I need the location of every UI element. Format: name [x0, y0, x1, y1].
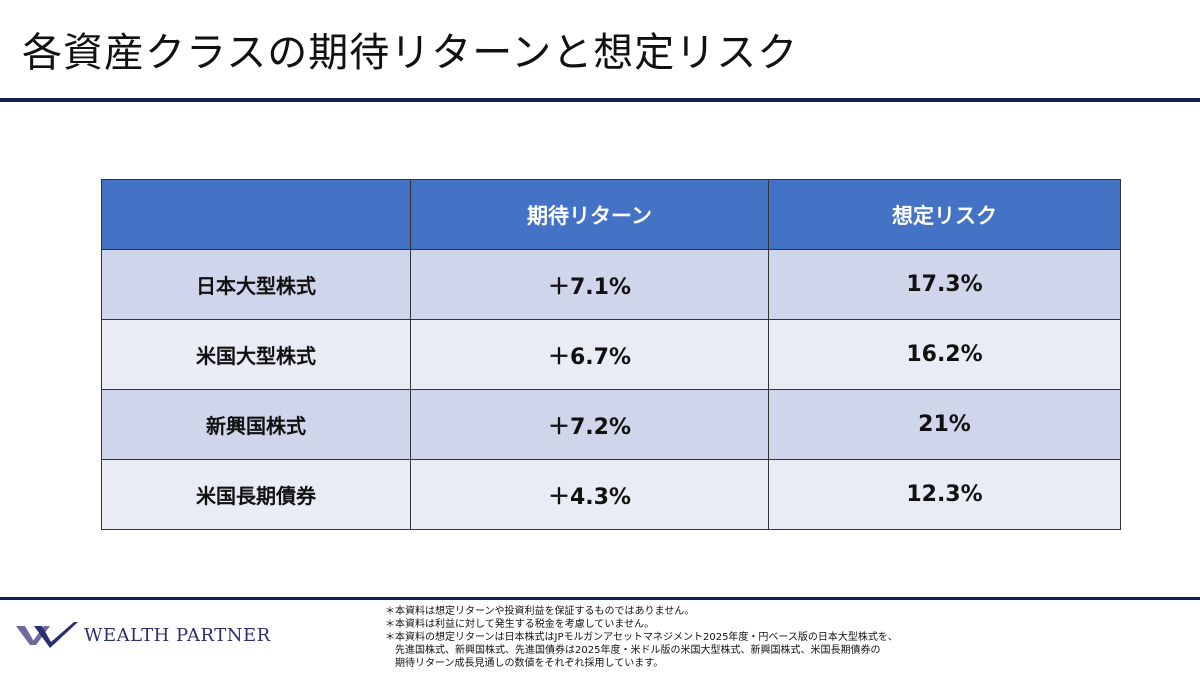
disclaimer-notes: ＊本資料は想定リターンや投資利益を保証するものではありません。 ＊本資料は利益に… [385, 605, 898, 670]
logo-w-icon [16, 622, 78, 648]
asset-table: 期待リターン 想定リスク 日本大型株式 ＋7.1% 17.3% 米国大型株式 ＋… [101, 179, 1121, 530]
note: ＊本資料は想定リターンや投資利益を保証するものではありません。 [385, 606, 695, 617]
expected-return: ＋7.1% [410, 249, 769, 320]
header-risk: 想定リスク [768, 179, 1121, 250]
note: 先進国株式、新興国株式、先進国債券は2025年度・米ドル版の米国大型株式、新興国… [395, 645, 881, 656]
note: ＊本資料の想定リターンは日本株式はJPモルガンアセットマネジメント2025年度・… [385, 632, 898, 643]
asset-name: 新興国株式 [101, 389, 411, 460]
page-title: 各資産クラスの期待リターンと想定リスク [22, 30, 799, 76]
note: ＊本資料は利益に対して発生する税金を考慮していません。 [385, 619, 655, 630]
header-return: 期待リターン [410, 179, 769, 250]
table-row: 米国大型株式 ＋6.7% 16.2% [101, 319, 1121, 390]
table-row: 日本大型株式 ＋7.1% 17.3% [101, 249, 1121, 320]
footer-divider [0, 597, 1200, 600]
note: 期待リターン成長見通しの数値をそれぞれ採用しています。 [395, 658, 664, 669]
table-row: 新興国株式 ＋7.2% 21% [101, 389, 1121, 460]
asset-name: 米国長期債券 [101, 459, 411, 530]
expected-risk: 21% [768, 389, 1121, 460]
expected-risk: 16.2% [768, 319, 1121, 390]
expected-return: ＋4.3% [410, 459, 769, 530]
table-row: 米国長期債券 ＋4.3% 12.3% [101, 459, 1121, 530]
logo-text: WEALTH PARTNER [84, 624, 271, 646]
expected-return: ＋6.7% [410, 319, 769, 390]
asset-name: 米国大型株式 [101, 319, 411, 390]
title-divider [0, 98, 1200, 102]
asset-name: 日本大型株式 [101, 249, 411, 320]
expected-risk: 17.3% [768, 249, 1121, 320]
company-logo: WEALTH PARTNER [16, 620, 271, 650]
expected-risk: 12.3% [768, 459, 1121, 530]
table-header-row: 期待リターン 想定リスク [101, 179, 1121, 250]
header-empty [101, 179, 411, 250]
expected-return: ＋7.2% [410, 389, 769, 460]
